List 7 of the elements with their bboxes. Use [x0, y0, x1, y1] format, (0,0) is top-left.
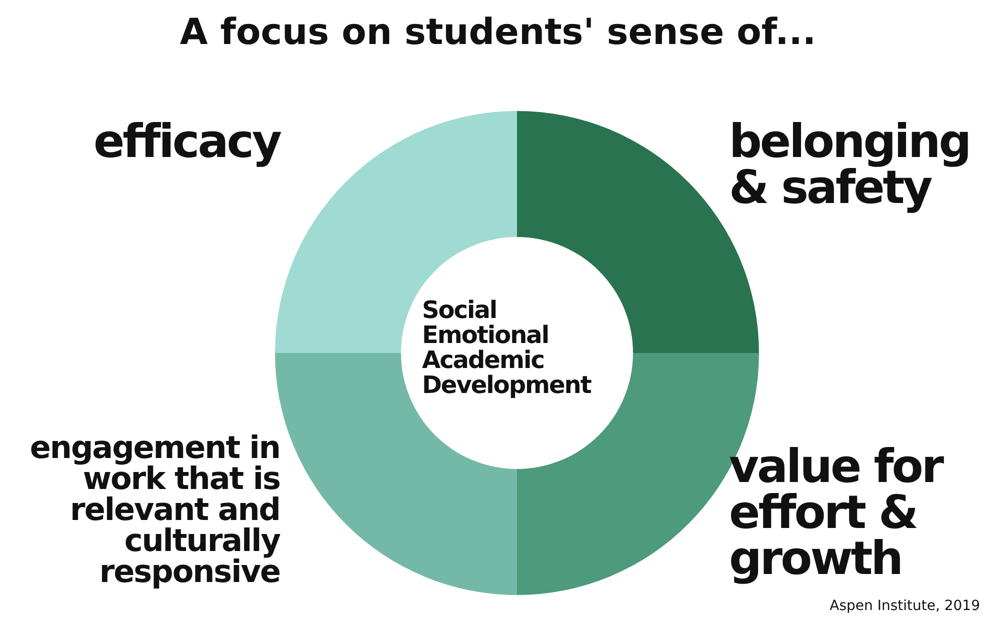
text: Aspen Institute, 2019 — [830, 598, 980, 614]
slice-label: engagement in work that is relevant and culturally responsive — [28, 430, 280, 590]
text: Social Emotional Academic Development — [422, 296, 592, 400]
chart-title: A focus on students' sense of... — [178, 12, 818, 53]
slice-label: efficacy — [92, 114, 280, 168]
slice-label: belonging & safety — [729, 114, 971, 214]
slice-label: value for effort & growth — [729, 439, 944, 585]
